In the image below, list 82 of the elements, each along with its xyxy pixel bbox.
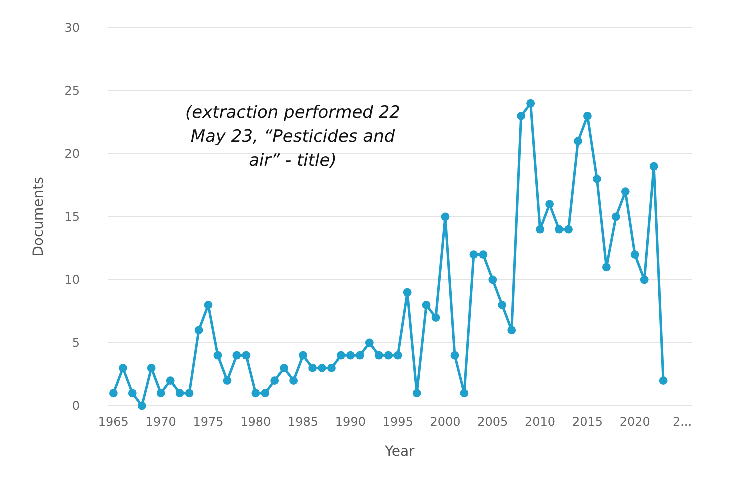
point (650, 162, 658, 171)
point (185, 389, 194, 398)
point (270, 376, 280, 385)
point (384, 351, 393, 360)
x-tick-label: 1980 (240, 415, 272, 429)
point (290, 376, 298, 385)
point (194, 326, 204, 335)
point (546, 200, 554, 209)
point (223, 376, 232, 385)
point (602, 263, 611, 272)
point (147, 364, 156, 372)
point (128, 389, 137, 398)
x-tick-label: 1965 (98, 415, 129, 429)
point (299, 351, 308, 360)
point (138, 402, 146, 410)
y-tick-label: 0 (72, 399, 80, 414)
x-axis-title: Year (384, 444, 416, 460)
y-axis-title: Documents (31, 177, 47, 257)
point (176, 389, 184, 398)
point (498, 301, 507, 310)
point (450, 351, 460, 360)
y-tick-label: 25 (64, 84, 80, 98)
point (394, 351, 402, 360)
point (166, 376, 175, 385)
point (261, 389, 270, 398)
point (252, 389, 260, 398)
x-tick-label: 2010 (525, 415, 556, 429)
point (460, 389, 469, 398)
point (659, 376, 668, 385)
point (356, 351, 364, 360)
point (630, 250, 640, 259)
y-tick-label: 10 (64, 273, 80, 288)
point (204, 301, 213, 310)
point (612, 212, 620, 222)
x-tick-label: 1985 (288, 415, 319, 429)
point (517, 112, 526, 120)
annotation: (extraction performed 22 May 23, “Pesticides and air” - title) (186, 103, 400, 171)
point (584, 112, 592, 120)
point (374, 351, 384, 360)
point (432, 314, 440, 322)
x-tick-label: 1975 (193, 415, 224, 429)
y-tick-label: 30 (64, 21, 80, 36)
x-tick-label: 2020 (620, 415, 650, 429)
point (508, 326, 516, 335)
point (640, 276, 649, 284)
point (526, 99, 536, 108)
x-tick-label: 1970 (146, 415, 176, 429)
point (592, 175, 602, 184)
point (479, 250, 488, 259)
point (536, 225, 545, 234)
point (214, 351, 222, 360)
x-tick-label: 1995 (382, 415, 414, 429)
x-tick-label: 2015 (572, 415, 603, 429)
point (346, 351, 355, 360)
point (156, 389, 166, 398)
point (470, 250, 478, 259)
point (422, 301, 431, 310)
point (280, 364, 289, 372)
point (118, 364, 128, 372)
point (318, 364, 326, 372)
point (555, 225, 564, 234)
x-tick-label: 2000 (430, 415, 461, 429)
x-tick-label: 2... (672, 415, 692, 429)
point (308, 364, 317, 372)
point (232, 351, 242, 360)
point (242, 351, 251, 360)
y-tick-label: 20 (64, 147, 80, 162)
point (328, 364, 336, 372)
point (109, 389, 118, 398)
point (403, 288, 412, 297)
y-tick-label: 5 (72, 336, 80, 350)
y-tick-label: 15 (64, 210, 80, 224)
point (564, 225, 573, 234)
point (621, 188, 630, 196)
point (488, 276, 498, 284)
x-tick-label: 2005 (478, 415, 508, 429)
point (337, 351, 346, 360)
x-tick-label: 1990 (335, 415, 366, 429)
point (412, 389, 422, 398)
point (574, 137, 582, 146)
point (441, 212, 450, 222)
point (365, 338, 374, 348)
